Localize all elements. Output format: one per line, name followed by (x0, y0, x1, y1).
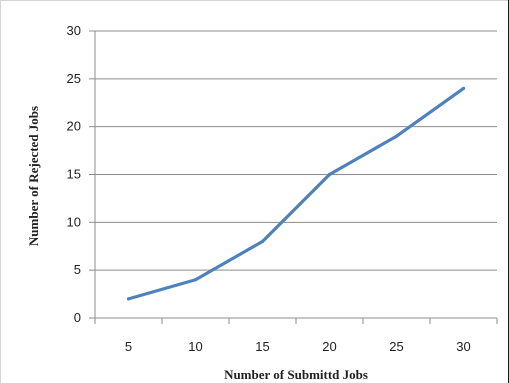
x-tick-label-1: 10 (188, 339, 202, 354)
x-tick-label-3: 20 (322, 339, 336, 354)
y-tick-label-2: 10 (67, 214, 81, 229)
series-0-point-5 (461, 86, 466, 90)
y-tick-label-3: 15 (67, 167, 81, 182)
y-tick-label-1: 5 (74, 262, 81, 277)
y-tick-label-6: 30 (67, 23, 81, 38)
series-0-point-2 (260, 239, 265, 244)
y-tick-label-4: 20 (67, 119, 81, 134)
series-layer (126, 86, 466, 301)
x-tick-label-4: 25 (389, 339, 403, 354)
x-tick-label-5: 30 (456, 339, 470, 354)
series-0-point-4 (394, 134, 399, 138)
series-0-point-0 (126, 297, 131, 301)
x-axis-title: Number of Submittd Jobs (224, 367, 368, 382)
tick-labels: 0 5 10 15 20 25 30 5 10 15 20 25 30 (67, 23, 471, 354)
series-0-point-3 (327, 172, 332, 177)
y-tick-label-5: 25 (67, 71, 81, 86)
x-tick-label-0: 5 (125, 339, 132, 354)
chart-border-left (0, 0, 1, 383)
gridlines (95, 30, 497, 319)
y-tick-label-0: 0 (74, 310, 81, 325)
chart-border-top (0, 0, 509, 1)
axes (89, 30, 498, 324)
series-line-0 (126, 86, 466, 301)
y-axis-title: Number of Rejected Jobs (26, 106, 41, 246)
series-0-point-1 (193, 278, 198, 282)
x-tick-label-2: 15 (255, 339, 269, 354)
